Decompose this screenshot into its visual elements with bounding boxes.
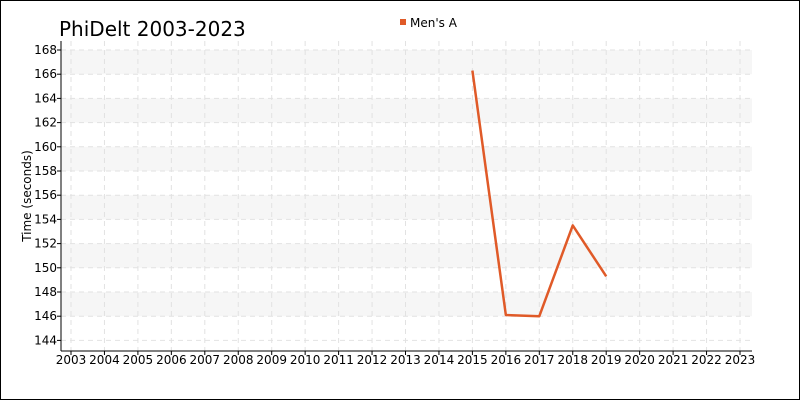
x-tick-label: 2005 — [123, 353, 154, 367]
y-tick-label: 164 — [34, 91, 57, 105]
y-tick-label: 158 — [34, 164, 57, 178]
y-tick-label: 154 — [34, 212, 57, 226]
x-tick-label: 2013 — [390, 353, 421, 367]
grid-band — [61, 243, 752, 268]
x-tick-label: 2019 — [591, 353, 622, 367]
x-tick-label: 2009 — [256, 353, 287, 367]
x-tick-label: 2007 — [190, 353, 221, 367]
grid-band — [61, 98, 752, 123]
x-tick-label: 2014 — [424, 353, 455, 367]
y-tick-label: 144 — [34, 333, 57, 347]
legend: Men's A — [400, 16, 458, 30]
legend-label: Men's A — [410, 16, 458, 30]
y-tick-label: 160 — [34, 140, 57, 154]
x-tick-label: 2012 — [357, 353, 388, 367]
x-tick-label: 2006 — [156, 353, 187, 367]
y-tick-label: 156 — [34, 188, 57, 202]
grid-band — [61, 146, 752, 171]
y-tick-label: 150 — [34, 261, 57, 275]
x-tick-label: 2010 — [290, 353, 321, 367]
chart-title: PhiDelt 2003-2023 — [59, 17, 246, 41]
y-tick-label: 152 — [34, 237, 57, 251]
legend-swatch — [400, 19, 406, 25]
y-tick-label: 166 — [34, 67, 57, 81]
y-axis-label: Time (seconds) — [20, 150, 34, 243]
x-tick-label: 2011 — [323, 353, 354, 367]
grid-band — [61, 50, 752, 75]
y-tick-label: 168 — [34, 43, 57, 57]
x-tick-label: 2017 — [524, 353, 555, 367]
grid-band — [61, 292, 752, 317]
x-tick-label: 2021 — [658, 353, 689, 367]
x-tick-label: 2004 — [89, 353, 120, 367]
y-tick-label: 148 — [34, 285, 57, 299]
x-tick-label: 2008 — [223, 353, 254, 367]
x-tick-label: 2023 — [725, 353, 756, 367]
x-tick-label: 2020 — [624, 353, 655, 367]
x-tick-label: 2022 — [691, 353, 722, 367]
x-tick-label: 2015 — [457, 353, 488, 367]
x-tick-label: 2003 — [56, 353, 87, 367]
x-tick-label: 2018 — [557, 353, 588, 367]
x-tick-label: 2016 — [491, 353, 522, 367]
grid-band — [61, 195, 752, 220]
y-tick-label: 146 — [34, 309, 57, 323]
y-tick-label: 162 — [34, 116, 57, 130]
